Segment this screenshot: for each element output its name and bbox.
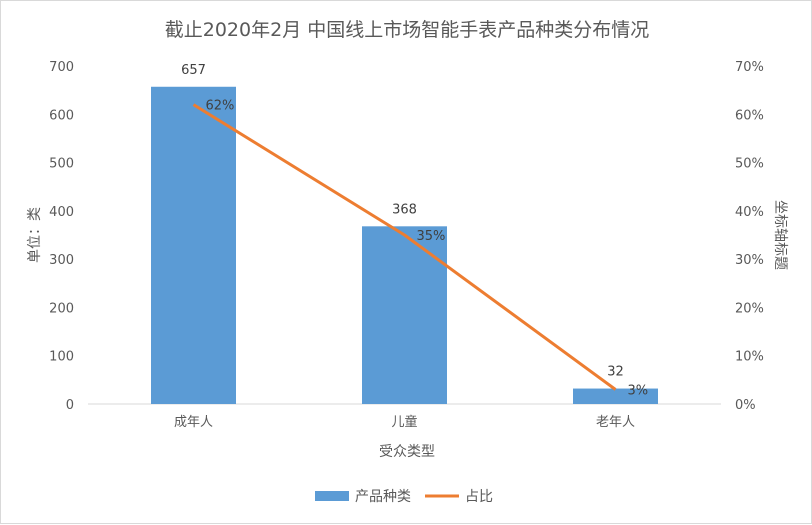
y2-tick-label: 0% bbox=[735, 398, 756, 413]
right-axis: 0% 10% 20% 30% 40% 50% 60% 70% bbox=[735, 60, 764, 413]
line-value-label: 62% bbox=[206, 99, 235, 114]
y2-tick-label: 40% bbox=[735, 205, 764, 220]
line-path bbox=[192, 103, 617, 391]
line-value-label: 3% bbox=[628, 384, 649, 399]
bar-value-label: 368 bbox=[392, 202, 417, 217]
x-axis: 成年人 儿童 老年人 bbox=[174, 414, 635, 430]
y-tick-label: 600 bbox=[49, 108, 74, 123]
left-axis: 0 100 200 300 400 500 600 700 bbox=[49, 60, 74, 413]
y-tick-label: 100 bbox=[49, 350, 74, 365]
x-axis-title: 受众类型 bbox=[379, 444, 435, 460]
line-value-label: 35% bbox=[417, 229, 446, 244]
line-series: 62% 35% 3% bbox=[192, 99, 649, 399]
bar-value-label: 657 bbox=[181, 63, 206, 78]
y-tick-label: 0 bbox=[66, 398, 74, 413]
x-tick-label: 老年人 bbox=[596, 415, 635, 430]
y2-tick-label: 20% bbox=[735, 301, 764, 316]
y-tick-label: 500 bbox=[49, 157, 74, 172]
bar bbox=[573, 388, 658, 404]
y2-tick-label: 70% bbox=[735, 60, 764, 75]
x-tick-label: 儿童 bbox=[391, 414, 417, 430]
x-tick-label: 成年人 bbox=[174, 415, 213, 430]
legend-bar-swatch bbox=[315, 491, 349, 501]
legend: 产品种类 占比 bbox=[315, 489, 493, 505]
legend-bar-label: 产品种类 bbox=[355, 489, 411, 505]
y2-tick-label: 50% bbox=[735, 157, 764, 172]
bar-value-label: 32 bbox=[607, 365, 624, 380]
bar bbox=[362, 226, 447, 404]
y2-tick-label: 10% bbox=[735, 350, 764, 365]
y-axis-title: 单位：类 bbox=[27, 207, 43, 263]
legend-line-label: 占比 bbox=[465, 489, 493, 505]
bar bbox=[151, 86, 236, 405]
bar-series: 657 368 32 bbox=[151, 63, 658, 405]
y-tick-label: 700 bbox=[49, 60, 74, 75]
y-tick-label: 200 bbox=[49, 301, 74, 316]
y2-tick-label: 30% bbox=[735, 253, 764, 268]
y-tick-label: 400 bbox=[49, 205, 74, 220]
y2-axis-title: 坐标轴标题 bbox=[772, 200, 788, 270]
y-tick-label: 300 bbox=[49, 253, 74, 268]
y2-tick-label: 60% bbox=[735, 108, 764, 123]
chart-title: 截止2020年2月 中国线上市场智能手表产品种类分布情况 bbox=[165, 19, 649, 41]
